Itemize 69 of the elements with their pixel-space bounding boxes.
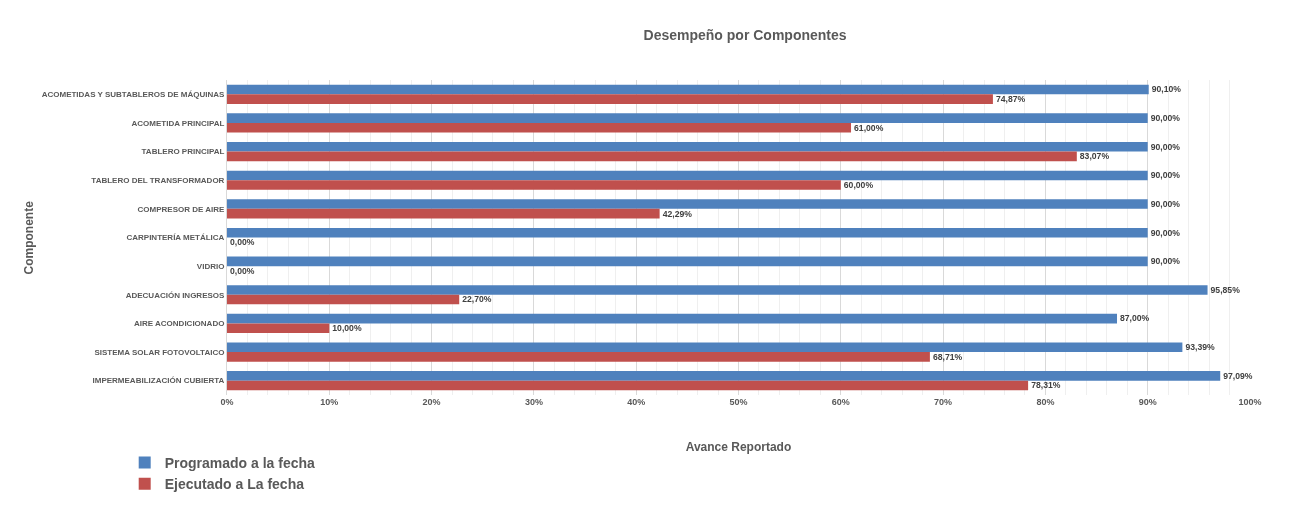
x-tick-label: 50% — [729, 397, 748, 407]
bar — [227, 323, 330, 333]
bar — [227, 294, 460, 305]
data-label: 90,00% — [1150, 141, 1181, 152]
bar — [227, 352, 930, 362]
data-label: 95,85% — [1210, 284, 1241, 295]
bar — [227, 151, 1077, 162]
x-axis-title: Avance Reportado — [685, 439, 792, 454]
bar — [227, 380, 1029, 391]
bar — [227, 227, 1148, 238]
y-tick-label: ACOMETIDA PRINCIPAL — [131, 118, 225, 128]
x-tick-label: 80% — [1036, 397, 1055, 407]
data-label: 87,00% — [1120, 313, 1150, 324]
y-tick-label: TABLERO PRINCIPAL — [141, 147, 225, 157]
data-label: 68,71% — [932, 351, 963, 362]
data-label: 97,09% — [1223, 370, 1253, 381]
data-label: 90,00% — [1150, 198, 1181, 209]
bar — [227, 142, 1148, 152]
bar — [227, 170, 1148, 181]
bar — [227, 84, 1149, 95]
x-tick-label: 20% — [422, 397, 441, 407]
bar — [227, 342, 1183, 353]
data-label: 83,07% — [1079, 151, 1110, 162]
x-tick-label: 40% — [627, 397, 646, 407]
data-label: 90,10% — [1151, 84, 1182, 95]
data-label: 93,39% — [1185, 342, 1215, 353]
y-tick-label: ACOMETIDAS Y SUBTABLEROS DE MÁQUINAS — [41, 90, 226, 100]
data-label: 78,31% — [1031, 380, 1061, 391]
bar — [227, 208, 660, 219]
bar — [227, 199, 1148, 209]
x-tick-label: 70% — [934, 397, 953, 407]
x-tick-label: 60% — [831, 397, 850, 407]
data-label: 10,00% — [332, 323, 362, 334]
y-tick-label: COMPRESOR DE AIRE — [137, 204, 226, 214]
data-label: 61,00% — [854, 122, 884, 133]
bar — [227, 113, 1148, 123]
y-axis-title: Componente — [21, 200, 36, 275]
x-tick-label: 30% — [524, 397, 543, 407]
y-tick-label: TABLERO DEL TRANSFORMADOR — [91, 176, 225, 186]
bar — [227, 256, 1148, 267]
bar — [227, 94, 993, 104]
bar — [227, 313, 1118, 324]
data-label: 42,29% — [662, 208, 693, 219]
bar — [227, 180, 841, 190]
data-label: 90,00% — [1150, 170, 1181, 181]
legend-label: Programado a la fecha — [164, 455, 316, 472]
bar — [227, 122, 852, 133]
x-tick-label: 100% — [1238, 397, 1262, 407]
x-tick-label: 0% — [220, 397, 234, 407]
data-label: 22,70% — [462, 294, 492, 305]
y-tick-label: IMPERMEABILIZACIÓN CUBIERTA — [92, 376, 225, 386]
data-label: 0,00% — [230, 265, 255, 276]
y-tick-label: ADECUACIÓN INGRESOS — [125, 290, 226, 300]
y-tick-label: VIDRIO — [196, 261, 225, 271]
bar — [227, 371, 1221, 381]
chart-title: Desempeño por Componentes — [643, 26, 847, 43]
data-label: 90,00% — [1150, 256, 1181, 267]
data-label: 0,00% — [230, 237, 255, 248]
data-label: 74,87% — [995, 93, 1026, 104]
x-tick-label: 10% — [320, 397, 339, 407]
bar — [227, 285, 1208, 295]
y-tick-label: CARPINTERÍA METÁLICA — [126, 233, 225, 243]
y-tick-label: AIRE ACONDICIONADO — [134, 319, 225, 329]
data-label: 90,00% — [1150, 113, 1181, 124]
data-label: 90,00% — [1150, 227, 1181, 238]
x-tick-label: 90% — [1138, 397, 1157, 407]
y-tick-label: SISTEMA SOLAR FOTOVOLTAICO — [94, 347, 225, 357]
data-label: 60,00% — [843, 179, 874, 190]
legend-label: Ejecutado a La fecha — [164, 476, 305, 493]
